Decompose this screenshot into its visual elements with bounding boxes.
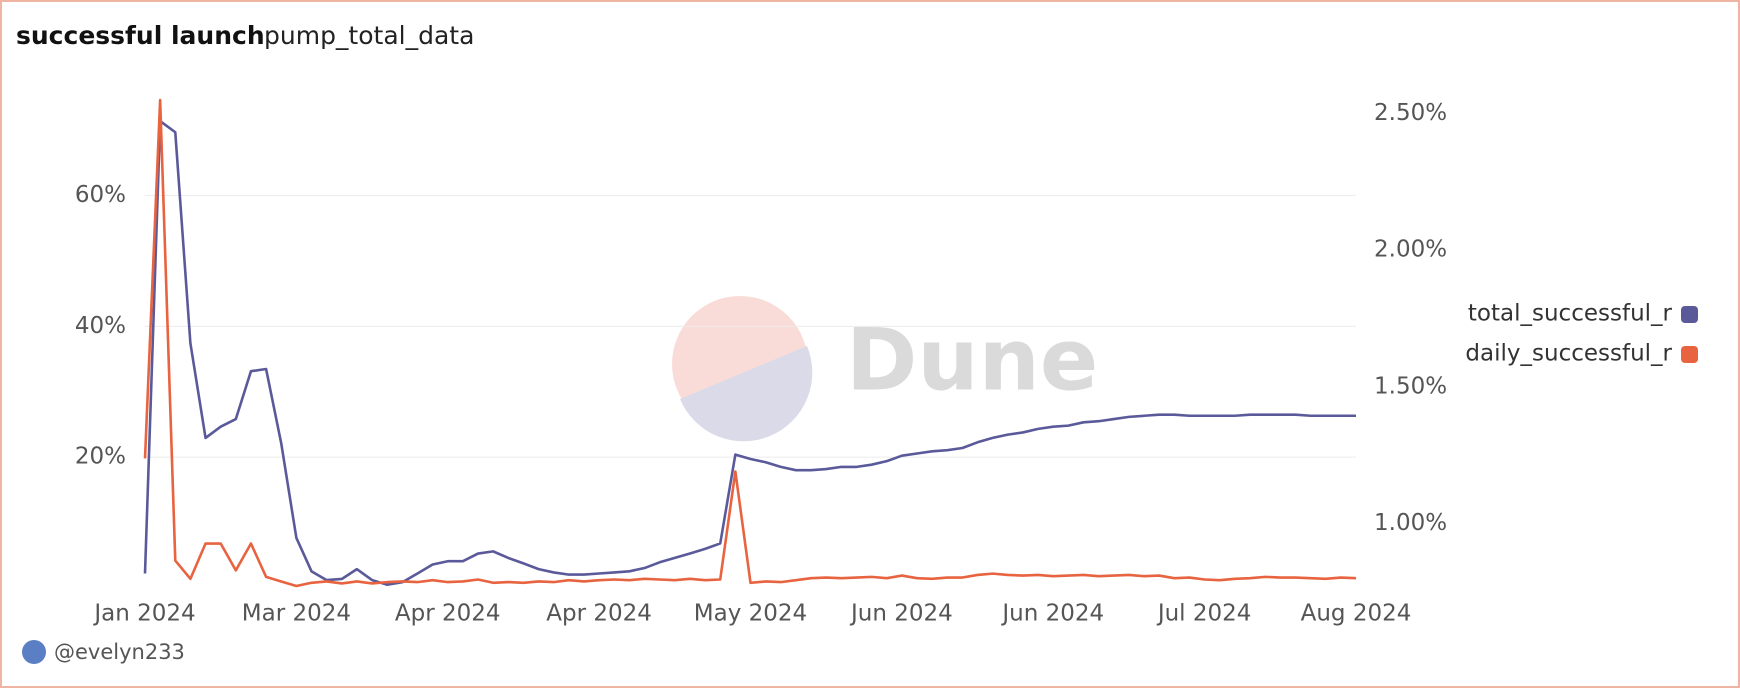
x-tick-label: Apr 2024 (546, 601, 652, 627)
legend-label: daily_successful_r (1465, 341, 1672, 367)
y2-tick-label: 2.50% (1374, 100, 1447, 126)
x-tick-label: May 2024 (694, 601, 807, 627)
watermark: Dune (672, 296, 1098, 442)
y2-tick-label: 1.00% (1374, 510, 1447, 536)
chart-title: successful launch (16, 21, 265, 50)
legend-swatch (1681, 306, 1698, 323)
y2-tick-label: 1.50% (1374, 373, 1447, 399)
y-tick-label: 20% (75, 444, 126, 470)
author-avatar (22, 640, 46, 664)
series-line (143, 119, 1356, 587)
x-tick-label: Apr 2024 (395, 601, 501, 627)
legend-label: total_successful_r (1468, 301, 1673, 327)
x-tick-label: Jun 2024 (849, 601, 953, 627)
x-tick-label: Mar 2024 (242, 601, 351, 627)
y-tick-label: 60% (75, 182, 126, 208)
watermark-logo-half (680, 346, 813, 442)
series-line (143, 98, 1357, 588)
x-tick-label: Jan 2024 (92, 601, 195, 627)
watermark-text: Dune (846, 310, 1098, 410)
y2-tick-label: 2.00% (1374, 237, 1447, 263)
author: @evelyn233 (54, 640, 185, 664)
chart-subtitle: pump_total_data (264, 21, 474, 50)
x-tick-label: Jul 2024 (1156, 601, 1252, 627)
x-tick-label: Jun 2024 (1000, 601, 1104, 627)
x-tick-label: Aug 2024 (1301, 601, 1412, 627)
legend-swatch (1681, 346, 1698, 363)
y-tick-label: 40% (75, 313, 126, 339)
